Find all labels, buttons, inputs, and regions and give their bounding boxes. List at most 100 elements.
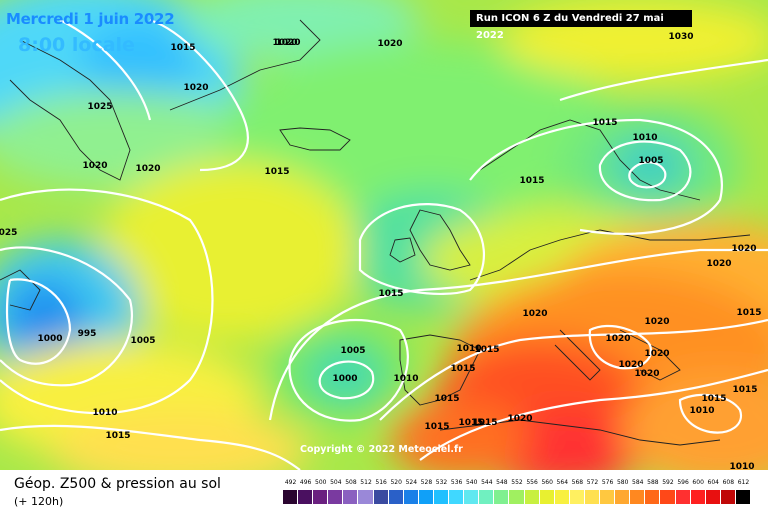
scale-value: 560 (541, 479, 553, 486)
scale-value: 524 (405, 479, 418, 486)
isobar-label: 995 (77, 329, 97, 339)
scale-value: 508 (345, 479, 357, 486)
scale-swatch (690, 490, 705, 504)
isobar-label: 1015 (378, 289, 404, 299)
scale-swatch (449, 490, 464, 504)
scale-swatch (388, 490, 403, 504)
isobar-label: 1015 (434, 394, 460, 404)
scale-value: 552 (511, 479, 523, 486)
isobar-label: 1015 (701, 394, 727, 404)
model-run-label: Run ICON 6 Z du Vendredi 27 mai 2022 (470, 10, 692, 41)
color-scale: 492 496 500 504 508 512 516 520 524 528 532 536 540 5… (283, 478, 751, 506)
isobar-label: 1020 (634, 369, 660, 379)
scale-swatch (735, 490, 750, 504)
scale-value: 512 (360, 479, 372, 486)
scale-value: 528 (420, 479, 433, 486)
scale-swatch (464, 490, 479, 504)
isobar-label: 1015 (474, 345, 500, 355)
isobar-lines (0, 18, 768, 470)
isobar-label: 1020 (644, 317, 670, 327)
legend-subtitle: (+ 120h) (14, 495, 64, 508)
scale-value: 592 (662, 479, 674, 486)
legend-title: Géop. Z500 & pression au sol (14, 476, 221, 492)
isobar-label: 1005 (340, 346, 366, 356)
scale-value: 556 (526, 479, 538, 486)
scale-value: 612 (737, 479, 750, 486)
scale-swatch (358, 490, 373, 504)
scale-swatch (373, 490, 388, 504)
isobar-label: 1015 (424, 422, 450, 432)
isobar-label: 1005 (130, 336, 156, 346)
scale-swatch (660, 490, 675, 504)
scale-swatch (479, 490, 494, 504)
scale-value: 588 (647, 479, 659, 486)
isobar-label: 1025 (87, 102, 113, 112)
legend-bar: Géop. Z500 & pression au sol (+ 120h) 49… (0, 470, 768, 512)
scale-value: 604 (707, 479, 719, 486)
scale-swatch (539, 490, 554, 504)
isobar-label: 1020 (377, 39, 403, 49)
isobar-label: 1020 (135, 164, 161, 174)
isobar-label: 1020 (522, 309, 548, 319)
scale-value: 572 (586, 479, 599, 486)
isobar-label: 1010 (393, 374, 419, 384)
isobar-label: 1015 (736, 308, 762, 318)
isobar-label: 1030 (668, 32, 694, 42)
scale-swatch (554, 490, 569, 504)
isobar-label: 1010 (456, 344, 482, 354)
scale-value: 536 (450, 479, 463, 486)
isobar-label: 1020 (507, 414, 533, 424)
isobar-label: 1010 (729, 462, 755, 470)
isobar-label: 025 (0, 228, 18, 238)
isobar-label: 1010 (92, 408, 118, 418)
weather-map: Mercredi 1 juin 2022 8:00 locale Run ICO… (0, 0, 768, 470)
scale-swatch (343, 490, 358, 504)
forecast-date: Mercredi 1 juin 2022 (6, 10, 175, 28)
isobar-label: 1020 (183, 83, 209, 93)
scale-swatch (569, 490, 584, 504)
scale-swatch (600, 490, 615, 504)
isobar-label: 1015 (170, 43, 196, 53)
scale-value: 584 (632, 479, 644, 486)
isobar-label: 1015 (458, 418, 484, 428)
scale-swatch (675, 490, 690, 504)
isobar-label: 1000 (332, 374, 358, 384)
scale-value: 580 (616, 479, 629, 486)
scale-swatch (630, 490, 645, 504)
scale-value: 576 (601, 479, 614, 486)
isobar-label: 1020 (706, 259, 732, 269)
isobar-label: 1015 (450, 364, 476, 374)
isobar-label: 1015 (592, 118, 618, 128)
scale-swatch (418, 490, 433, 504)
isobar-label: 1010 (632, 133, 658, 143)
isobar-label: 1010 (689, 406, 715, 416)
scale-value: 516 (375, 479, 387, 486)
scale-swatch (645, 490, 660, 504)
scale-value: 596 (677, 479, 689, 486)
scale-value: 600 (692, 479, 704, 486)
isobar-label: 1020 (644, 349, 670, 359)
isobar-label: 1020 (82, 161, 108, 171)
scale-swatch (509, 490, 524, 504)
isobar-label: 1020 (275, 38, 301, 48)
scale-value: 544 (481, 479, 493, 486)
isobar-label: 1015 (732, 385, 758, 395)
scale-value: 504 (330, 479, 342, 486)
isobar-label: 1015 (472, 418, 498, 428)
map-canvas (0, 0, 768, 470)
copyright-text: Copyright © 2022 Meteociel.fr (300, 444, 463, 455)
scale-swatch (705, 490, 720, 504)
scale-swatch (720, 490, 735, 504)
isobar-label: 1020 (618, 360, 644, 370)
isobar-label: 1005 (638, 156, 664, 166)
scale-swatch (524, 490, 539, 504)
scale-swatch (433, 490, 449, 504)
scale-value: 520 (390, 479, 402, 486)
scale-value: 532 (435, 479, 448, 486)
forecast-time: 8:00 locale (18, 34, 135, 56)
scale-swatch (283, 490, 298, 504)
scale-swatch (615, 490, 630, 504)
scale-swatch (403, 490, 418, 504)
scale-value: 564 (556, 479, 569, 486)
scale-value: 608 (722, 479, 735, 486)
